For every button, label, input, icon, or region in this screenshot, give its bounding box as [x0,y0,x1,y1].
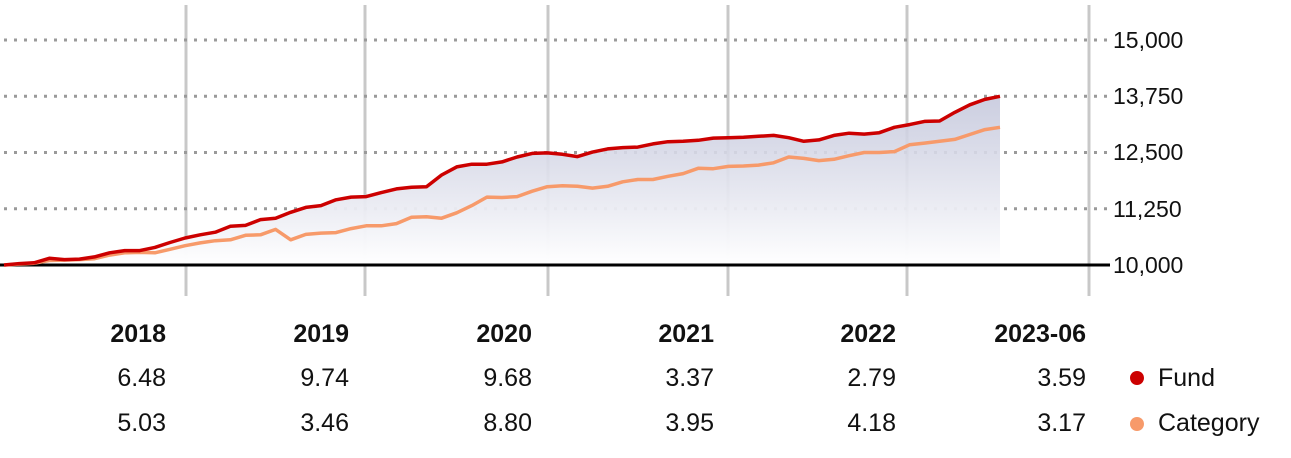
fund-return-value: 3.59 [1037,364,1086,392]
category-legend-marker [1130,417,1144,431]
fund-return-value: 2.79 [847,364,896,392]
category-return-value: 3.17 [1037,409,1086,437]
category-return-value: 5.03 [117,409,166,437]
fund-return-value: 6.48 [117,364,166,392]
category-return-value: 4.18 [847,409,896,437]
y-tick-label: 11,250 [1113,196,1182,222]
category-return-value: 3.46 [300,409,349,437]
fund-legend-marker [1130,371,1144,385]
fund-legend-label: Fund [1158,364,1215,392]
fund-return-value: 9.74 [300,364,349,392]
category-legend-label: Category [1158,409,1260,437]
year-label: 2022 [840,320,896,348]
year-label: 2023-06 [994,320,1086,348]
y-tick-label: 10,000 [1113,252,1183,278]
year-label: 2020 [476,320,532,348]
y-tick-label: 12,500 [1113,139,1183,165]
year-label: 2021 [658,320,714,348]
fund-series-line [3,94,1001,267]
year-label: 2018 [110,320,166,348]
fund-return-value: 3.37 [665,364,714,392]
year-label: 2019 [293,320,349,348]
y-tick-label: 13,750 [1113,83,1183,109]
fund-area-fill [4,96,1000,265]
fund-return-value: 9.68 [483,364,532,392]
category-return-value: 8.80 [483,409,532,437]
category-return-value: 3.95 [665,409,714,437]
category-series-line [3,125,1001,267]
y-tick-label: 15,000 [1113,27,1183,53]
